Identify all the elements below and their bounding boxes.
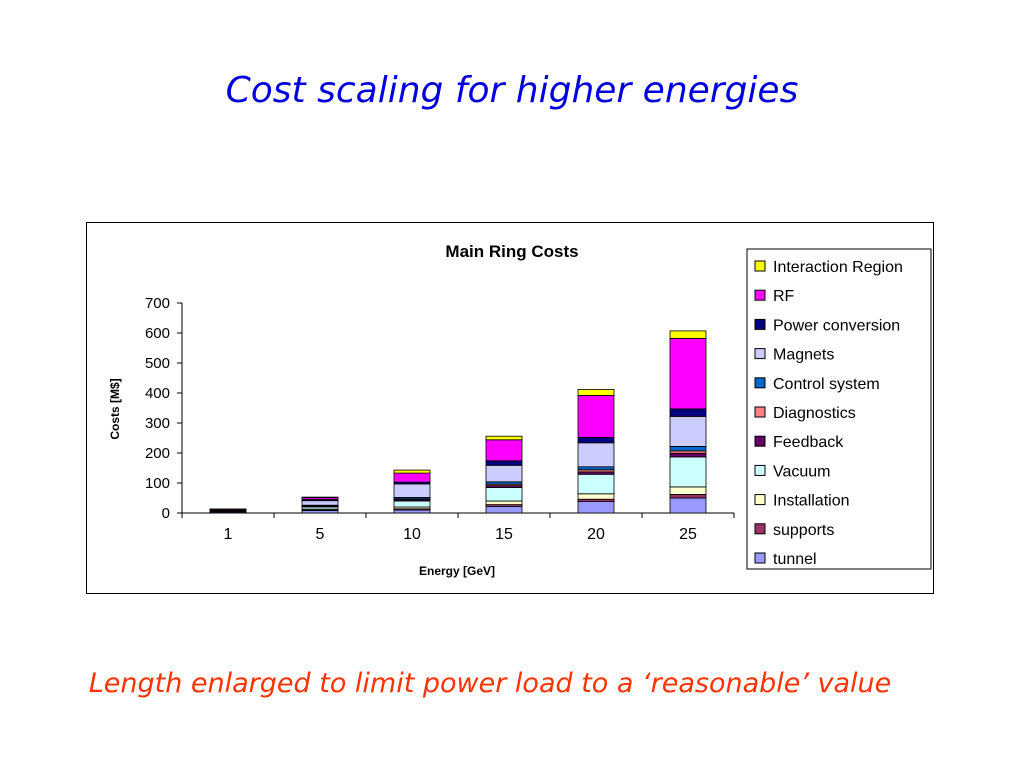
bar-segment xyxy=(393,483,431,498)
y-tick-label: 600 xyxy=(145,325,170,342)
bar-segment xyxy=(669,493,707,499)
y-tick-label: 200 xyxy=(145,445,170,462)
legend-swatch xyxy=(754,289,766,301)
x-tick-label: 15 xyxy=(495,526,513,543)
legend-swatch xyxy=(754,523,766,535)
bar-segment xyxy=(669,415,707,447)
bar-segment xyxy=(301,496,339,499)
bar-segment xyxy=(669,408,707,417)
x-axis-label: Energy [GeV] xyxy=(419,564,495,578)
legend-swatch xyxy=(754,435,766,447)
x-tick-label: 5 xyxy=(316,526,325,543)
legend-label: Interaction Region xyxy=(773,259,903,276)
y-tick-label: 100 xyxy=(145,475,170,492)
legend-swatch xyxy=(754,552,766,564)
bar-segment xyxy=(577,442,615,468)
bar-segment xyxy=(669,445,707,452)
legend-swatch xyxy=(754,377,766,389)
bar-segment xyxy=(577,436,615,444)
legend-box xyxy=(746,248,932,570)
bar-segment xyxy=(669,330,707,339)
bar-segment xyxy=(485,505,523,514)
slide-title: Cost scaling for higher energies xyxy=(225,70,799,111)
x-tick-label: 1 xyxy=(224,526,233,543)
bar-segment xyxy=(485,439,523,462)
bar-segment xyxy=(485,460,523,466)
bar-segment xyxy=(669,338,707,410)
chart-svg: Main Ring Costs Costs [M$] Energy [GeV] … xyxy=(108,242,932,578)
legend-label: Diagnostics xyxy=(773,405,856,422)
slide-subtitle: Length enlarged to limit power load to a… xyxy=(88,668,892,699)
legend-label: tunnel xyxy=(773,551,817,568)
legend-swatch xyxy=(754,348,766,360)
y-tick-label: 300 xyxy=(145,415,170,432)
legend-swatch xyxy=(754,406,766,418)
legend-label: Feedback xyxy=(773,434,844,451)
y-tick-label: 0 xyxy=(162,505,170,522)
bar-segment xyxy=(577,501,615,514)
bar-segment xyxy=(669,497,707,514)
legend-label: RF xyxy=(773,288,795,305)
chart-frame: Main Ring Costs Costs [M$] Energy [GeV] … xyxy=(86,222,934,594)
bar-segment xyxy=(577,473,615,495)
legend-swatch xyxy=(754,260,766,272)
x-tick-label: 25 xyxy=(679,526,697,543)
legend-label: supports xyxy=(773,522,834,539)
bar-segment xyxy=(393,500,431,508)
legend-label: Magnets xyxy=(773,347,834,364)
bar-segment xyxy=(301,500,339,506)
legend-label: Power conversion xyxy=(773,317,900,334)
bar-segment xyxy=(577,394,615,438)
bar-segment xyxy=(485,487,523,502)
bar-segment xyxy=(393,472,431,483)
bar-segment xyxy=(393,469,431,474)
legend: Interaction Region RF Power conversion Magn… xyxy=(746,248,932,570)
y-tick-label: 500 xyxy=(145,355,170,372)
y-axis-label: Costs [M$] xyxy=(108,378,122,439)
legend-label: Installation xyxy=(773,493,850,510)
x-tick-label: 10 xyxy=(403,526,421,543)
chart-title: Main Ring Costs xyxy=(445,242,578,261)
bar-segment xyxy=(669,486,707,495)
legend-swatch xyxy=(754,464,766,476)
bar-segment xyxy=(669,456,707,488)
bar-segment xyxy=(577,493,615,500)
y-tick-label: 400 xyxy=(145,385,170,402)
bar-segment xyxy=(485,500,523,505)
legend-label: Vacuum xyxy=(773,463,831,480)
legend-label: Control system xyxy=(773,376,880,393)
bar-segment xyxy=(577,388,615,396)
legend-swatch xyxy=(754,494,766,506)
bar-segment xyxy=(577,466,615,471)
x-tick-label: 20 xyxy=(587,526,605,543)
bar-segment xyxy=(393,509,431,514)
bar-segment xyxy=(485,464,523,483)
bar-segment xyxy=(669,452,707,458)
legend-swatch xyxy=(754,318,766,330)
y-tick-label: 700 xyxy=(145,295,170,312)
bar-segment xyxy=(485,435,523,441)
